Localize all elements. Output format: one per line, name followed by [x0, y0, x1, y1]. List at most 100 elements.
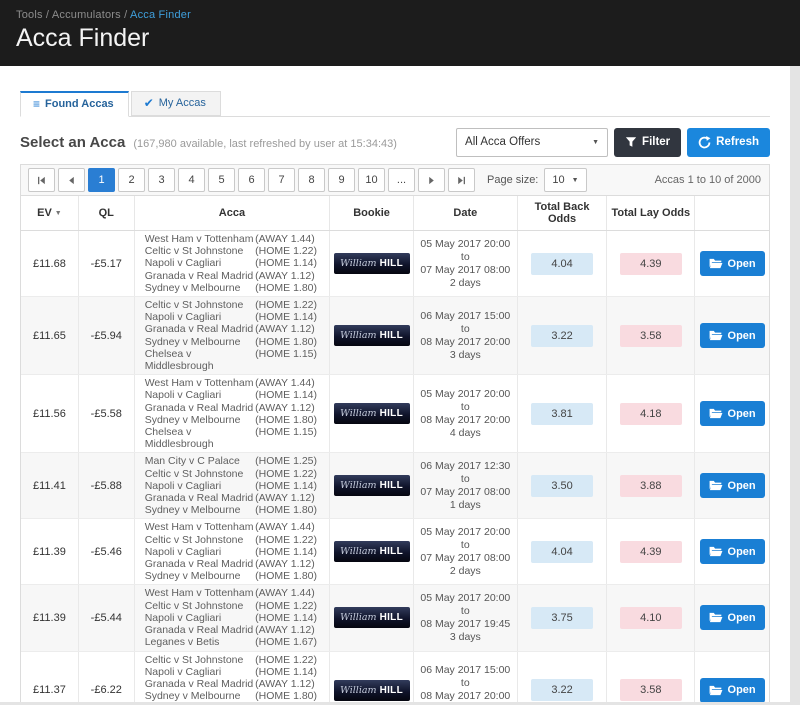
column-header-acca[interactable]: Acca [135, 196, 331, 230]
open-button[interactable]: Open [699, 323, 765, 349]
ev-value: £11.39 [21, 519, 79, 585]
back-odds-cell: 3.50 [518, 453, 608, 519]
pager-page-6[interactable]: 6 [238, 168, 265, 192]
pager-pages: 1 2 3 4 5 6 7 8 9 10... [85, 168, 415, 192]
ql-value: -£5.46 [79, 519, 135, 585]
william-hill-logo: William HILL [333, 325, 410, 347]
bookie-cell: William HILL [330, 585, 414, 651]
lay-odds-cell: 3.58 [607, 297, 696, 375]
column-header-ql[interactable]: QL [79, 196, 135, 230]
open-button[interactable]: Open [699, 677, 765, 702]
ev-value: £11.65 [21, 297, 79, 375]
acca-matches: West Ham v Tottenham (AWAY 1.44) Napoli v … [135, 375, 331, 453]
section-subheading: (167,980 available, last refreshed by us… [133, 137, 397, 150]
column-header-total-lay-odds[interactable]: Total Lay Odds [607, 196, 696, 230]
pager-page-3[interactable]: 3 [148, 168, 175, 192]
total-lay-odds-value: 3.58 [619, 679, 682, 702]
back-odds-cell: 3.81 [518, 375, 608, 453]
pager-page-8[interactable]: 8 [298, 168, 325, 192]
pager-page-1[interactable]: 1 [88, 168, 115, 192]
back-odds-cell: 4.04 [518, 231, 608, 297]
ql-value: -£5.58 [79, 375, 135, 453]
column-header-bookie[interactable]: Bookie [330, 196, 414, 230]
pager-page-10[interactable]: 10 [358, 168, 385, 192]
pager-ellipsis[interactable]: ... [388, 168, 415, 192]
match-line: Napoli v Cagliari (HOME 1.14) [144, 665, 318, 678]
tab-my-accas[interactable]: ✔ My Accas [130, 91, 221, 116]
total-back-odds-value: 3.81 [531, 402, 594, 425]
first-page-icon [38, 176, 45, 184]
ev-value: £11.37 [21, 651, 79, 702]
column-header-total-back-odds[interactable]: Total Back Odds [518, 196, 608, 230]
match-line: Granada v Real Madrid (AWAY 1.12) [144, 269, 315, 282]
total-back-odds-value: 4.04 [531, 540, 594, 563]
william-hill-logo: William HILL [333, 679, 410, 701]
pager-page-5[interactable]: 5 [208, 168, 235, 192]
pager-page-9[interactable]: 9 [328, 168, 355, 192]
back-odds-cell: 3.22 [518, 651, 608, 702]
open-button[interactable]: Open [699, 473, 765, 499]
open-cell: Open [695, 519, 769, 584]
william-hill-logo: William HILL [333, 541, 410, 563]
open-button[interactable]: Open [699, 605, 765, 631]
pager-next-button[interactable] [418, 168, 445, 192]
acca-matches: Man City v C Palace (HOME 1.25) Celtic v S… [135, 453, 331, 519]
folder-open-icon [709, 547, 722, 557]
pager-last-button[interactable] [448, 168, 475, 192]
total-lay-odds-value: 3.88 [619, 474, 682, 497]
match-line: Granada v Real Madrid (AWAY 1.12) [144, 624, 315, 637]
open-button[interactable]: Open [699, 539, 765, 565]
open-button[interactable]: Open [699, 251, 765, 276]
match-line: Granada v Real Madrid (AWAY 1.12) [144, 323, 315, 336]
match-line: Sydney v Melbourne (HOME 1.80) [144, 413, 318, 426]
pager-page-4[interactable]: 4 [178, 168, 205, 192]
back-odds-cell: 4.04 [518, 519, 608, 585]
pager-page-2[interactable]: 2 [118, 168, 145, 192]
acca-offers-selected-value: All Acca Offers [465, 136, 541, 148]
match-line: Napoli v Cagliari (HOME 1.14) [144, 311, 318, 324]
ev-value: £11.56 [21, 375, 79, 453]
bookie-cell: William HILL [330, 651, 414, 702]
acca-matches: West Ham v Tottenham (AWAY 1.44) Celtic v … [135, 231, 331, 297]
open-button[interactable]: Open [699, 401, 765, 427]
breadcrumb-current-link[interactable]: Acca Finder [130, 9, 191, 21]
folder-open-icon [709, 331, 722, 341]
match-line: Granada v Real Madrid (AWAY 1.12) [144, 492, 315, 505]
page-size-value: 10 [552, 174, 565, 186]
filter-button[interactable]: Filter [614, 127, 682, 157]
next-page-icon [429, 176, 434, 184]
acca-matches: Celtic v St Johnstone (HOME 1.22) Napoli v… [135, 297, 331, 375]
folder-open-icon [709, 613, 722, 623]
table-row: £11.37 -£6.22 Celtic v St Johnstone (HOME… [21, 651, 769, 702]
bookie-cell: William HILL [330, 375, 414, 453]
match-line: Granada v Real Madrid (AWAY 1.12) [144, 677, 315, 690]
page-header: Tools / Accumulators / Acca Finder Acca … [0, 0, 800, 66]
date-cell: 05 May 2017 20:00 to 08 May 2017 20:00 4 da… [414, 375, 518, 453]
total-back-odds-value: 3.22 [531, 679, 594, 702]
match-line: Chelsea v Middlesbrough (HOME 1.15) [144, 347, 318, 373]
table-row: £11.39 -£5.44 West Ham v Tottenham (AWAY … [21, 585, 769, 652]
table-row: £11.68 -£5.17 West Ham v Tottenham (AWAY … [21, 231, 769, 298]
acca-offers-select[interactable]: All Acca Offers ▼ [456, 127, 609, 157]
pager-page-7[interactable]: 7 [268, 168, 295, 192]
pager-prev-button[interactable] [58, 168, 85, 192]
lay-odds-cell: 3.88 [607, 453, 696, 519]
ev-value: £11.41 [21, 453, 79, 519]
page-size-select[interactable]: 10 ▼ [544, 168, 587, 192]
pager-range-label: Accas 1 to 10 of 2000 [654, 174, 761, 186]
match-line: West Ham v Tottenham (AWAY 1.44) [144, 377, 315, 390]
funnel-icon [625, 137, 637, 147]
match-line: Sydney v Melbourne (HOME 1.80) [144, 570, 318, 583]
column-header-date[interactable]: Date [414, 196, 518, 230]
section-heading: Select an Acca [20, 133, 126, 151]
refresh-button[interactable]: Refresh [687, 127, 770, 157]
bookie-cell: William HILL [330, 519, 414, 585]
william-hill-logo: William HILL [333, 403, 410, 425]
folder-open-icon [709, 409, 722, 419]
pager-first-button[interactable] [28, 168, 55, 192]
back-odds-cell: 3.75 [518, 585, 608, 651]
tab-found-accas[interactable]: ≡ Found Accas [20, 91, 129, 117]
match-line: Leganes v Betis (HOME 1.67) [144, 636, 318, 649]
column-header-ev[interactable]: EV ▼ [21, 196, 79, 230]
total-lay-odds-value: 4.39 [619, 540, 682, 563]
